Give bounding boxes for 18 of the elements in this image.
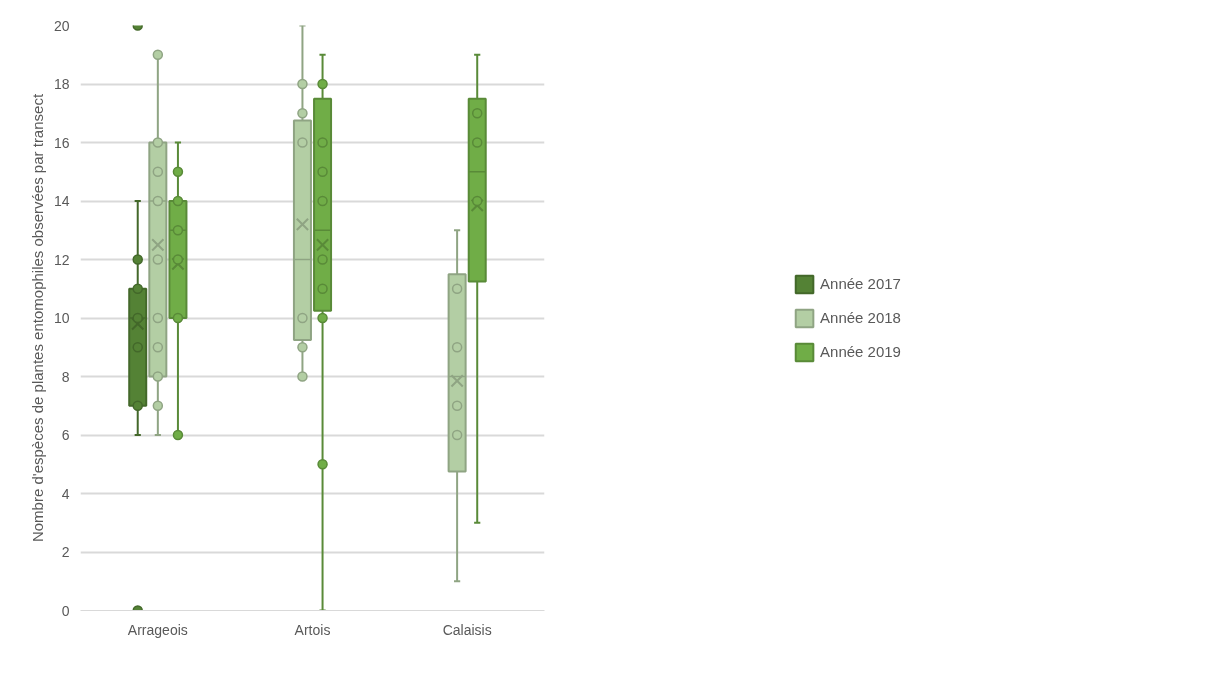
- y-tick-label: 16: [53, 134, 70, 151]
- legend-label: Année 2019: [820, 343, 901, 360]
- y-tick-label: 6: [61, 427, 70, 443]
- y-tick-label: 14: [53, 193, 70, 209]
- x-tick-label: Artois: [294, 621, 331, 638]
- y-tick-label: 8: [61, 368, 70, 385]
- legend-label: Année 2017: [820, 275, 901, 292]
- legend-label: Année 2018: [820, 309, 901, 326]
- y-tick-label: 18: [53, 76, 70, 92]
- y-tick-label: 4: [61, 485, 70, 502]
- y-axis-title: Nombre d'espèces de plantes entomophiles observées par transect: [28, 93, 46, 543]
- y-tick-label: 10: [53, 310, 70, 326]
- y-tick-label: 20: [53, 17, 70, 34]
- y-tick-label: 12: [53, 251, 70, 268]
- y-tick-label: 0: [61, 602, 70, 619]
- y-tick-label: 2: [61, 544, 70, 560]
- x-tick-label: Calaisis: [442, 621, 492, 638]
- x-tick-label: Arrageois: [127, 621, 188, 638]
